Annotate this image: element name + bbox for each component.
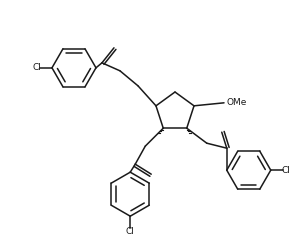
Text: Cl: Cl xyxy=(126,227,135,236)
Text: OMe: OMe xyxy=(226,98,246,107)
Text: Cl: Cl xyxy=(281,166,290,175)
Text: Cl: Cl xyxy=(33,63,41,72)
